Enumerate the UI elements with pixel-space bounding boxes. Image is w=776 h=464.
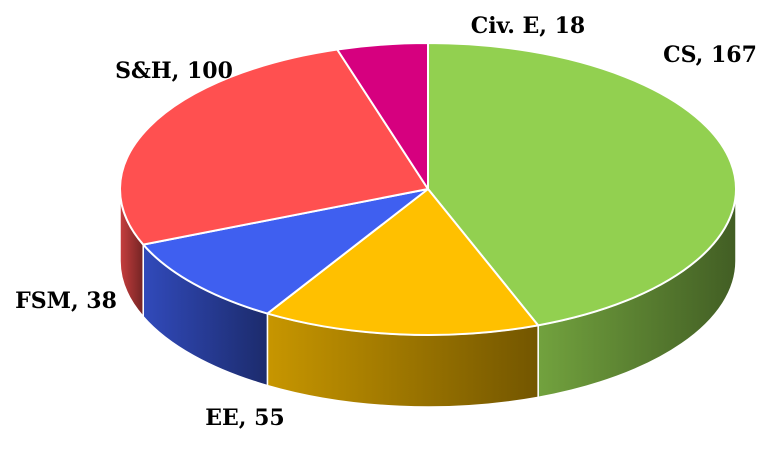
data-labels: CS, 167 EE, 55 FSM, 38 S&H, 100 Civ. E, 18 bbox=[15, 13, 757, 431]
pie-slice-civ-e bbox=[336, 42, 429, 190]
pie-slice-ee bbox=[266, 188, 540, 336]
data-label-cs: CS, 167 bbox=[663, 42, 757, 68]
data-label-s-h: S&H, 100 bbox=[115, 58, 233, 84]
data-label-civ-e: Civ. E, 18 bbox=[471, 13, 585, 39]
data-label-fsm: FSM, 38 bbox=[15, 288, 117, 314]
pie-slice-fsm bbox=[142, 188, 429, 315]
pie-slice-cs bbox=[427, 42, 737, 327]
pie-slice-s-h bbox=[119, 48, 429, 246]
pie-slices bbox=[119, 42, 737, 336]
data-label-ee: EE, 55 bbox=[205, 405, 284, 431]
